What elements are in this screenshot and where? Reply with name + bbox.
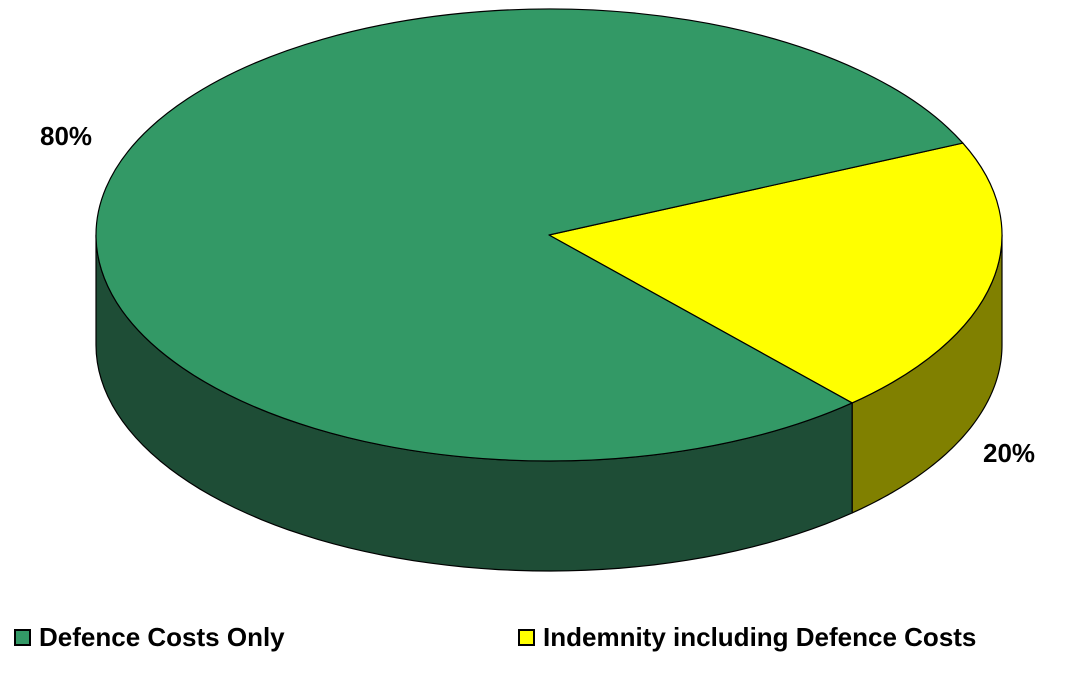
legend-item-defence-costs-only: Defence Costs Only [14,622,285,652]
pie-chart: 80% 20% [40,8,1035,572]
legend-label-indemnity: Indemnity including Defence Costs [543,622,977,652]
slice-label-indemnity: 20% [983,438,1035,468]
legend: Defence Costs Only Indemnity including D… [0,622,1089,662]
pie-slice-defence-costs-only [95,8,964,462]
legend-item-indemnity: Indemnity including Defence Costs [518,622,976,652]
slice-label-defence-costs-only: 80% [40,121,92,151]
legend-swatch-defence-costs-only [14,628,31,646]
legend-swatch-indemnity [518,628,535,646]
pie-tops [95,8,1003,462]
legend-label-defence-costs-only: Defence Costs Only [39,622,285,652]
pie-slice-indemnity [548,142,1003,404]
